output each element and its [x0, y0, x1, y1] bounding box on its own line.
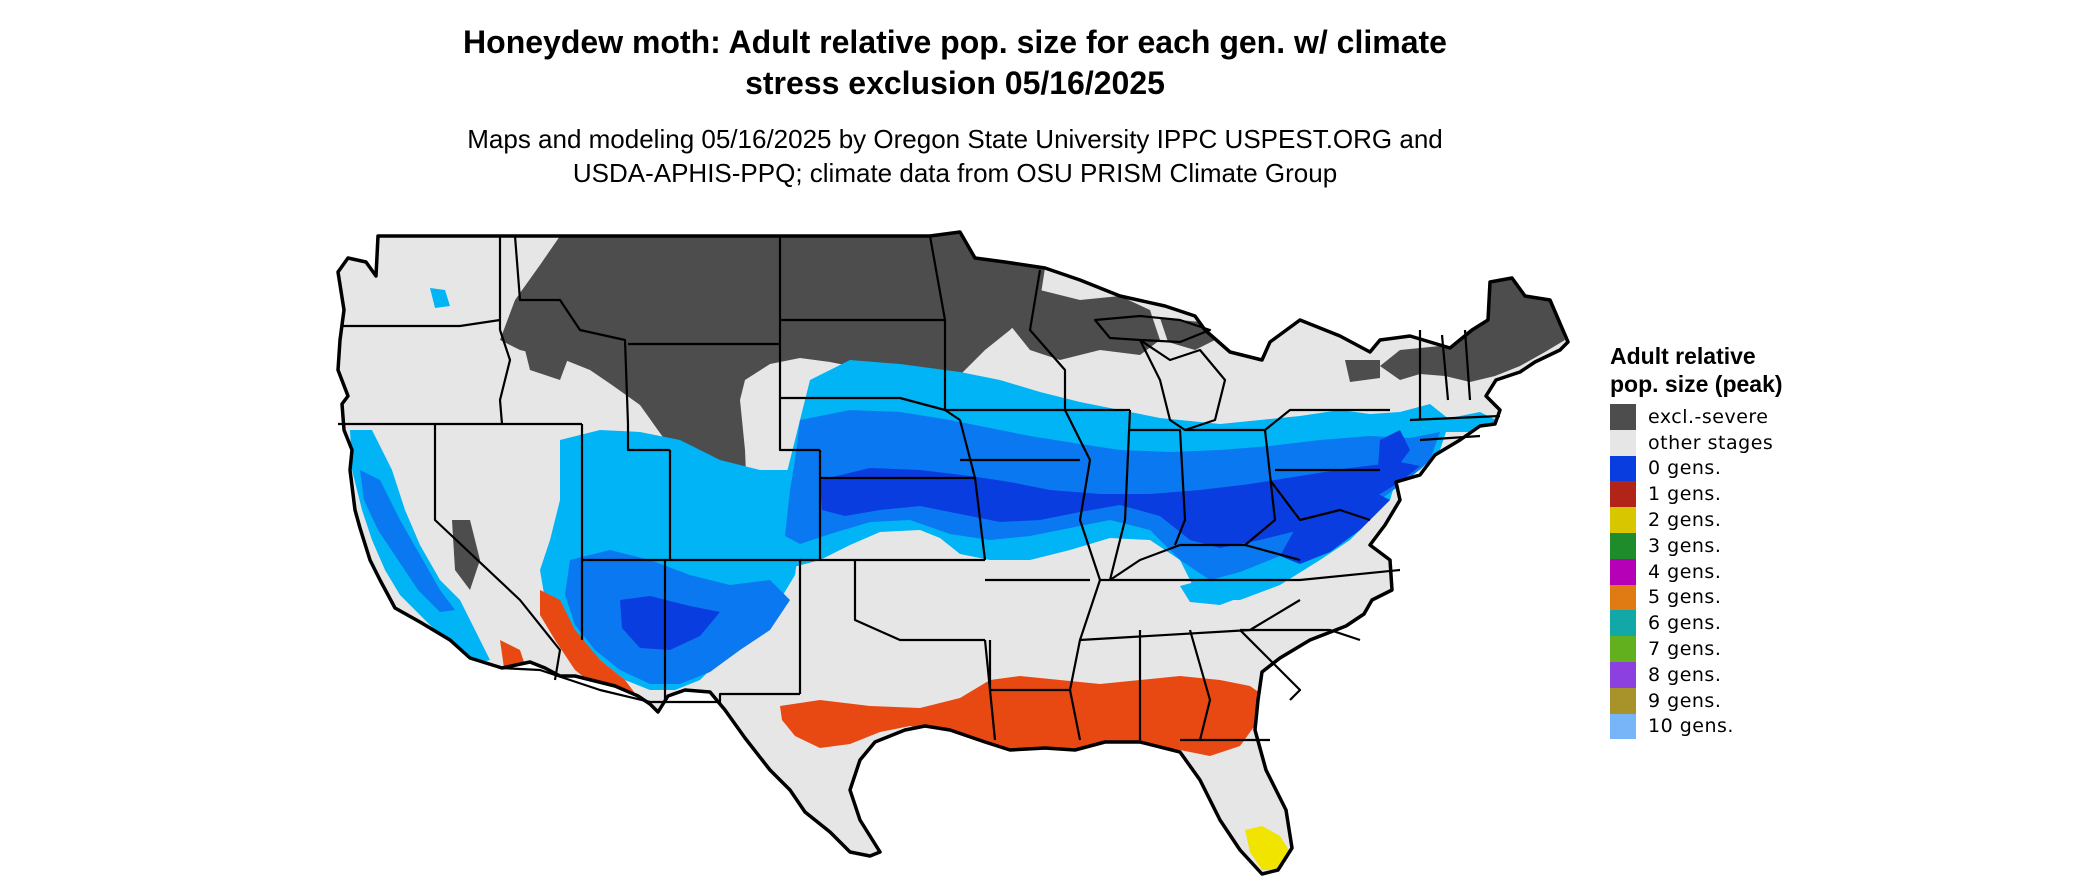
border-va-nc [1299, 568, 1401, 582]
legend-label: 0 gens. [1648, 457, 1722, 480]
legend-item: 0 gens. [1610, 455, 1810, 482]
legend-title: Adult relative pop. size (peak) [1610, 343, 1783, 397]
excluded-wisconsin-michigan [1005, 290, 1160, 360]
legend-item: 6 gens. [1610, 610, 1810, 637]
border-ma-south [1409, 414, 1501, 422]
legend-swatch [1610, 455, 1636, 482]
border-il-in [1108, 409, 1132, 581]
legend-label: 3 gens. [1648, 534, 1722, 557]
excluded-northern-plains [500, 232, 1045, 565]
legend-label: 5 gens. [1648, 586, 1722, 609]
border-al-ga [1188, 629, 1212, 741]
border-az-mx [499, 666, 665, 704]
legend-label: 10 gens. [1648, 715, 1734, 738]
legend-swatch [1610, 584, 1636, 611]
legend-swatch [1610, 481, 1636, 508]
legend-item: 10 gens. [1610, 713, 1810, 740]
legend-item: 5 gens. [1610, 584, 1810, 611]
legend-swatch [1610, 636, 1636, 662]
yellow-south-florida [1245, 826, 1290, 870]
legend-swatch [1610, 429, 1636, 456]
border-in-oh [1130, 428, 1187, 546]
border-ok-tx [853, 560, 985, 642]
border-or-id [498, 329, 512, 425]
mid-blue-california [360, 470, 455, 612]
legend-swatch [1610, 713, 1636, 740]
legend-item: 2 gens. [1610, 507, 1810, 533]
border-mi-upper [1093, 314, 1212, 344]
legend-swatch [1610, 661, 1636, 688]
border-id-mt [513, 235, 630, 425]
map-title-line-2: stress exclusion 05/16/2025 [745, 65, 1165, 101]
legend-swatch [1610, 507, 1636, 533]
legend-swatch [1610, 532, 1636, 559]
map-subtitle: Maps and modeling 05/16/2025 by Oregon S… [0, 122, 1910, 190]
border-ga-sc [1239, 629, 1302, 701]
legend-item: 4 gens. [1610, 558, 1810, 585]
border-tx-la [983, 639, 997, 741]
map-title: Honeydew moth: Adult relative pop. size … [0, 22, 1910, 104]
legend-items: excl.-severe other stages 0 gens. 1 gens. 2 … [1610, 404, 1810, 740]
legend-swatch [1610, 404, 1636, 430]
light-blue-california-coast [350, 430, 490, 665]
legend-swatch [1610, 610, 1636, 637]
legend-label: 1 gens. [1648, 483, 1722, 506]
map-legend: Adult relative pop. size (peak) excl.-se… [1610, 342, 1810, 740]
legend-label: 7 gens. [1648, 638, 1722, 661]
border-wa-or [342, 318, 501, 328]
border-mi-lower [1138, 338, 1227, 432]
light-blue-washington [430, 288, 450, 308]
border-sd-ne [780, 396, 961, 421]
legend-item: 7 gens. [1610, 636, 1810, 662]
legend-label: excl.-severe [1648, 405, 1769, 428]
excluded-idaho-spot [520, 300, 575, 380]
border-oh-pa [1185, 428, 1277, 546]
border-ne-ia-mo [958, 419, 987, 561]
orange-red-gulf-coast [780, 676, 1270, 756]
legend-item: 8 gens. [1610, 661, 1810, 688]
legend-label: 8 gens. [1648, 663, 1722, 686]
excluded-nevada-spot [452, 520, 480, 590]
border-mn-wi [1028, 269, 1067, 410]
legend-label: 6 gens. [1648, 612, 1722, 635]
legend-item: 1 gens. [1610, 481, 1810, 508]
border-ct-ri [1419, 434, 1481, 442]
legend-label: other stages [1648, 431, 1774, 454]
legend-swatch [1610, 687, 1636, 714]
border-pa-ny [1264, 408, 1390, 431]
border-nc-sc [1240, 628, 1361, 642]
map-subtitle-line-1: Maps and modeling 05/16/2025 by Oregon S… [467, 124, 1443, 154]
map-title-line-1: Honeydew moth: Adult relative pop. size … [463, 24, 1447, 60]
legend-swatch [1610, 558, 1636, 585]
legend-item: 9 gens. [1610, 687, 1810, 714]
legend-label: 2 gens. [1648, 509, 1722, 532]
deep-blue-southwest [620, 596, 720, 650]
legend-item: 3 gens. [1610, 532, 1810, 559]
border-nh-me [1463, 329, 1472, 401]
border-nd-mn [928, 235, 947, 410]
legend-label: 4 gens. [1648, 560, 1722, 583]
legend-item: other stages [1610, 429, 1810, 456]
map-subtitle-line-2: USDA-APHIS-PPQ; climate data from OSU PR… [572, 158, 1338, 188]
border-md-va [1269, 479, 1371, 522]
border-nm-south [665, 692, 800, 704]
border-ca-nv [433, 424, 562, 681]
border-wy-ne [778, 418, 820, 452]
orange-red-arizona [540, 590, 640, 705]
border-wy-ut [626, 424, 670, 452]
deep-blue-new-jersey [1378, 430, 1410, 470]
excluded-pennsylvania-spot [1345, 360, 1380, 382]
legend-label: 9 gens. [1648, 689, 1722, 712]
deep-blue-virginia [1280, 490, 1390, 564]
border-ky-north [1109, 543, 1301, 581]
legend-item: excl.-severe [1610, 404, 1810, 430]
map-fill-layer [338, 232, 1568, 874]
